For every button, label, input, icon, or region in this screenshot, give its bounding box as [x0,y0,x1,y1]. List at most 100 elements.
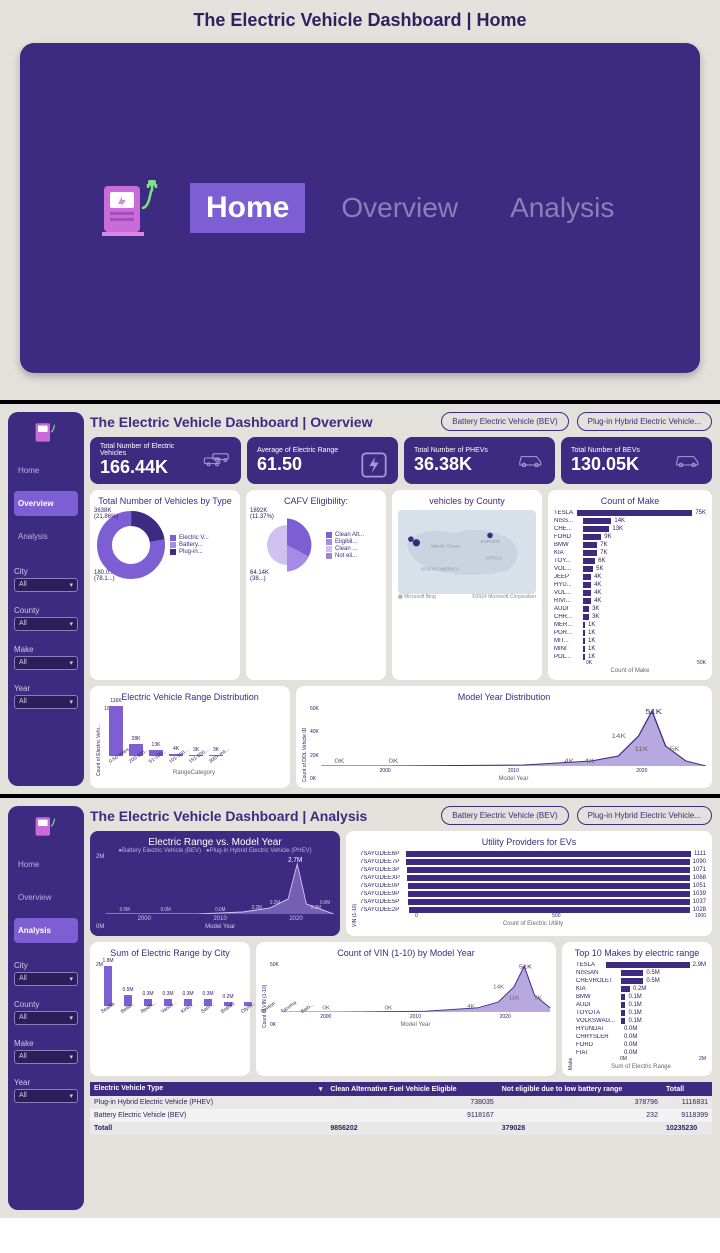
filter-county-dropdown[interactable]: All▾ [14,617,78,631]
bar-item[interactable]: 7SAYGDEE9P 1039 [360,891,706,897]
filter-year-dropdown[interactable]: All▾ [14,1089,78,1103]
bar-item[interactable]: TOY... 6K [554,558,706,564]
data-table[interactable]: Electric Vehicle Type ▾Clean Alternative… [90,1082,712,1135]
bar-item[interactable]: VOL... 5K [554,566,706,572]
bar-item[interactable]: 0.3M Redm... [140,991,156,1018]
chart-range-by-city[interactable]: Sum of Electric Range by City 2M 1.8M Se… [90,942,250,1076]
svg-text:0K: 0K [388,758,398,765]
chart-range-vs-year[interactable]: Electric Range vs. Model Year ●Battery E… [90,831,340,936]
chart-map[interactable]: vehicles by County EUROPE AFRICA SOUTH A… [392,490,542,680]
bar-item[interactable]: 116K 0-50 miles [108,698,124,768]
bar-item[interactable]: NISS... 14K [554,518,706,524]
sidebar-item-overview[interactable]: Overview [14,491,78,516]
bar-item[interactable]: HYUNDAI 0.0M [576,1026,706,1032]
bar-item[interactable]: TESLA 2.9M [576,962,706,968]
bar-item[interactable]: FIAT 0.0M [576,1050,706,1056]
sidebar-item-analysis[interactable]: Analysis [14,524,78,549]
filter-year-dropdown[interactable]: All▾ [14,695,78,709]
bar-item[interactable]: KIA 0.2M [576,986,706,992]
svg-text:51K: 51K [519,964,533,970]
chart-vehicles-by-type[interactable]: Total Number of Vehicles by Type 3638K(2… [90,490,240,680]
sidebar-item-analysis[interactable]: Analysis [14,918,78,943]
chart-model-year[interactable]: Model Year Distribution Count of DOL Veh… [296,686,712,788]
svg-text:4K: 4K [564,758,574,765]
bar-item[interactable]: 1.8M Seattle [100,958,116,1018]
bar-item[interactable]: MER... 1K [554,622,706,628]
kpi-card[interactable]: Total Number of Electric Vehicles166.44K [90,437,241,484]
ev-station-icon [100,178,160,238]
filter-make-dropdown[interactable]: All▾ [14,656,78,670]
pill-phev[interactable]: Plug-in Hybrid Electric Vehicle... [577,412,712,431]
bar-item[interactable]: 0.5M Belle... [120,987,136,1018]
bar-item[interactable]: AUDI 0.1M [576,1002,706,1008]
bar-item[interactable]: 7SAYGDEE7P 1090 [360,859,706,865]
bar-item[interactable]: BMW 0.1M [576,994,706,1000]
bar-item[interactable]: CHE... 13K [554,526,706,532]
bar-item[interactable]: Olym... [240,1000,256,1018]
tab-home[interactable]: Home [190,183,305,233]
pill-phev[interactable]: Plug-in Hybrid Electric Vehicle... [577,806,712,825]
bar-item[interactable]: 7SAYGDEE6P 1111 [360,851,706,857]
filter-city-dropdown[interactable]: All▾ [14,972,78,986]
sidebar-item-overview[interactable]: Overview [14,885,78,910]
bar-item[interactable]: HYU... 4K [554,582,706,588]
bar-item[interactable]: 7SAYGDEE3P 1071 [360,867,706,873]
home-page: The Electric Vehicle Dashboard | Home Ho… [0,0,720,400]
bar-item[interactable]: TESLA 75K [554,510,706,516]
kpi-card[interactable]: Average of Electric Range61.50 [247,437,398,484]
bar-item[interactable]: KIA 7K [554,550,706,556]
bar-item[interactable]: 7SAYGDEE2P 1028 [360,907,706,913]
svg-text:AFRICA: AFRICA [485,555,503,560]
chart-count-make[interactable]: Count of Make TESLA 75K NISS... 14K CHE.… [548,490,712,680]
bar-item[interactable]: TOYOTA 0.1M [576,1010,706,1016]
bar-item[interactable]: 7SAYGDEE0P 1051 [360,883,706,889]
tab-overview[interactable]: Overview [325,184,474,232]
kpi-card[interactable]: Total Number of PHEVs36.38K [404,437,555,484]
bar-item[interactable]: 28K 200-300... [128,736,144,768]
sidebar: Home Overview Analysis City All▾ County … [8,412,84,786]
filter-city-dropdown[interactable]: All▾ [14,578,78,592]
bar-item[interactable]: 0.2M Bothell [220,994,236,1018]
chart-utility[interactable]: Utility Providers for EVs VIN (1-10) 7SA… [346,831,712,936]
bar-item[interactable]: RIVI... 4K [554,598,706,604]
bar-item[interactable]: 4K 101-150... [168,746,184,768]
chart-range-distribution[interactable]: Electric Vehicle Range Distribution Coun… [90,686,290,788]
bar-item[interactable]: AUDI 3K [554,606,706,612]
bar-item[interactable]: 7SAYGDEEXP 1068 [360,875,706,881]
bar-item[interactable]: VOL... 4K [554,590,706,596]
bar-item[interactable]: POL... 1K [554,654,706,660]
bar-item[interactable]: 3K 151-200... [188,747,204,768]
chart-top-makes[interactable]: Top 10 Makes by electric range Make TESL… [562,942,712,1076]
sidebar-item-home[interactable]: Home [14,852,78,877]
sidebar-item-home[interactable]: Home [14,458,78,483]
bar-item[interactable]: 7SAYGDEE5P 1037 [360,899,706,905]
bar-item[interactable]: MIT... 1K [554,638,706,644]
bar-item[interactable]: CHR... 3K [554,614,706,620]
bar-item[interactable]: FORD 0.0M [576,1042,706,1048]
tab-analysis[interactable]: Analysis [494,184,630,232]
svg-text:5K: 5K [534,996,542,1001]
bar-item[interactable]: CHEVROLET 0.5M [576,978,706,984]
bar-item[interactable]: 0.3M Sam... [200,991,216,1018]
filter-county-dropdown[interactable]: All▾ [14,1011,78,1025]
svg-text:0K: 0K [384,1006,392,1011]
pill-bev[interactable]: Battery Electric Vehicle (BEV) [441,806,568,825]
bar-item[interactable]: JEEP 4K [554,574,706,580]
bar-item[interactable]: MINI 1K [554,646,706,652]
bar-item[interactable]: VOLKSWAG... 0.1M [576,1018,706,1024]
bar-item[interactable]: 3K 300+ mil... [208,747,224,768]
bar-item[interactable]: 0.3M Vanco... [160,991,176,1018]
bar-item[interactable]: NISSAN 0.5M [576,970,706,976]
bar-item[interactable]: FORD 9K [554,534,706,540]
chart-cafv[interactable]: CAFV Eligibility: 1892K(11.37%) Clean Al… [246,490,386,680]
filter-make-dropdown[interactable]: All▾ [14,1050,78,1064]
svg-text:0.0M: 0.0M [161,907,171,913]
page-title: The Electric Vehicle Dashboard | Overvie… [90,414,433,430]
bar-item[interactable]: 13K 51-100... [148,742,164,768]
pill-bev[interactable]: Battery Electric Vehicle (BEV) [441,412,568,431]
bar-item[interactable]: CHRYSLER 0.0M [576,1034,706,1040]
bar-item[interactable]: 0.3M Kirkl... [180,991,196,1018]
bar-item[interactable]: POR... 1K [554,630,706,636]
kpi-card[interactable]: Total Number of BEVs130.05K [561,437,712,484]
bar-item[interactable]: BMW 7K [554,542,706,548]
